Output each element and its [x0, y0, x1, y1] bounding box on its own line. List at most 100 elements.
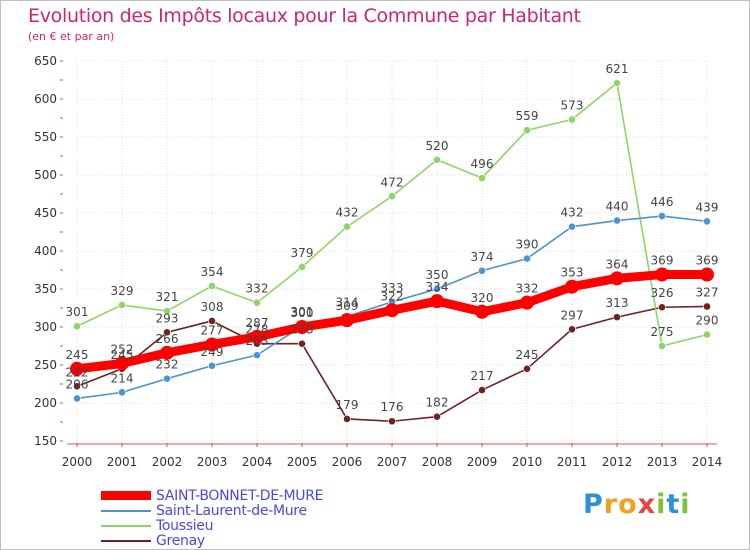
data-point-2	[118, 301, 126, 309]
x-tick-label: 2012	[602, 455, 633, 469]
data-label-3: 179	[336, 398, 359, 412]
data-point-0	[205, 337, 219, 352]
data-label-0: 287	[246, 316, 269, 330]
data-point-3	[163, 328, 171, 337]
brand-letter: t	[666, 489, 681, 520]
data-label-1: 263	[246, 334, 269, 348]
y-tick-label: 150	[34, 434, 57, 448]
data-label-2: 496	[471, 157, 494, 171]
grid-layer	[76, 60, 708, 442]
data-point-0	[250, 329, 264, 344]
legend-swatch-saint-bonnet	[101, 491, 151, 500]
x-tick-label: 2002	[152, 455, 183, 469]
data-label-2: 573	[561, 99, 584, 113]
data-point-3	[343, 415, 351, 423]
data-point-3	[208, 317, 216, 325]
data-point-1	[118, 388, 126, 397]
data-point-0	[340, 313, 354, 328]
data-point-3	[568, 325, 576, 334]
data-point-1	[568, 222, 576, 231]
data-point-2	[568, 115, 576, 124]
legend-label-saint-laurent: Saint-Laurent-de-Mure	[156, 503, 307, 519]
legend-label-grenay: Grenay	[156, 533, 205, 549]
data-point-0	[700, 267, 714, 282]
y-tick-label: 250	[34, 358, 57, 372]
data-label-2: 559	[516, 109, 539, 123]
data-point-3	[523, 364, 531, 373]
data-point-2	[343, 222, 351, 231]
x-tick-label: 2003	[197, 455, 228, 469]
data-point-0	[430, 294, 444, 309]
data-label-2: 520	[426, 139, 449, 153]
data-point-1	[433, 285, 441, 293]
data-label-2: 301	[66, 305, 89, 319]
data-point-3	[73, 382, 81, 391]
data-label-1: 350	[426, 268, 449, 282]
data-point-1	[658, 212, 666, 220]
data-point-2	[703, 330, 711, 339]
data-label-0: 252	[111, 342, 134, 356]
data-point-2	[73, 322, 81, 331]
data-point-3	[388, 417, 396, 426]
data-label-1: 440	[606, 200, 629, 214]
data-label-3: 217	[471, 369, 494, 383]
y-tick-label: 400	[34, 244, 57, 258]
data-label-3: 278	[291, 323, 314, 337]
data-label-0: 245	[66, 348, 89, 362]
data-label-1: 214	[111, 371, 134, 385]
data-label-2: 321	[156, 290, 179, 304]
data-label-2: 290	[696, 314, 719, 328]
y-tick-label: 650	[34, 54, 57, 68]
data-label-1: 206	[66, 377, 89, 391]
data-label-3: 308	[201, 300, 224, 314]
data-point-1	[208, 361, 216, 370]
legend-label-toussieu: Toussieu	[156, 518, 214, 534]
proxiti-logo: Proxiti	[583, 489, 691, 520]
data-label-1: 333	[381, 281, 404, 295]
data-label-1: 249	[201, 345, 224, 359]
data-label-2: 472	[381, 175, 404, 189]
data-point-0	[565, 279, 579, 294]
x-tick-label: 2011	[557, 455, 588, 469]
data-point-2	[433, 155, 441, 164]
x-tick-label: 2010	[512, 455, 543, 469]
series-layer	[70, 79, 714, 426]
data-label-1: 446	[651, 195, 674, 209]
x-tick-label: 2000	[62, 455, 93, 469]
y-tick-label: 500	[34, 168, 57, 182]
x-tick-label: 2004	[242, 455, 273, 469]
data-point-2	[298, 263, 306, 271]
y-tick-label: 550	[34, 130, 57, 144]
data-label-0: 322	[381, 289, 404, 303]
line-chart: 150 200 250 300 350 400 450 500 550 600 650 2000 200…	[34, 54, 722, 469]
data-label-0: 332	[516, 282, 539, 296]
data-point-1	[613, 216, 621, 225]
x-tick-label: 2001	[107, 455, 138, 469]
x-tick-label: 2008	[422, 455, 453, 469]
data-label-0: 300	[291, 306, 314, 320]
data-point-0	[520, 295, 534, 310]
data-label-0: 320	[471, 291, 494, 305]
data-label-2: 621	[606, 62, 629, 76]
data-label-1: 232	[156, 358, 179, 372]
brand-letter: i	[680, 489, 691, 520]
y-tick-label: 450	[34, 206, 57, 220]
brand-letter: o	[618, 489, 638, 520]
data-point-3	[703, 302, 711, 311]
data-point-2	[658, 342, 666, 350]
data-label-0: 277	[201, 323, 224, 337]
data-label-3: 176	[381, 400, 404, 414]
data-label-3: 297	[561, 308, 584, 322]
data-label-0: 369	[696, 254, 719, 268]
data-label-3: 293	[156, 311, 179, 325]
data-point-0	[295, 320, 309, 334]
data-point-1	[73, 394, 81, 403]
data-label-2: 432	[336, 206, 359, 220]
x-tick-label: 2006	[332, 455, 363, 469]
y-tick-label: 200	[34, 396, 57, 410]
brand-letter: x	[637, 489, 657, 520]
legend-swatch-saint-laurent	[101, 510, 151, 512]
brand-letter: P	[583, 489, 604, 520]
data-point-2	[523, 126, 531, 135]
